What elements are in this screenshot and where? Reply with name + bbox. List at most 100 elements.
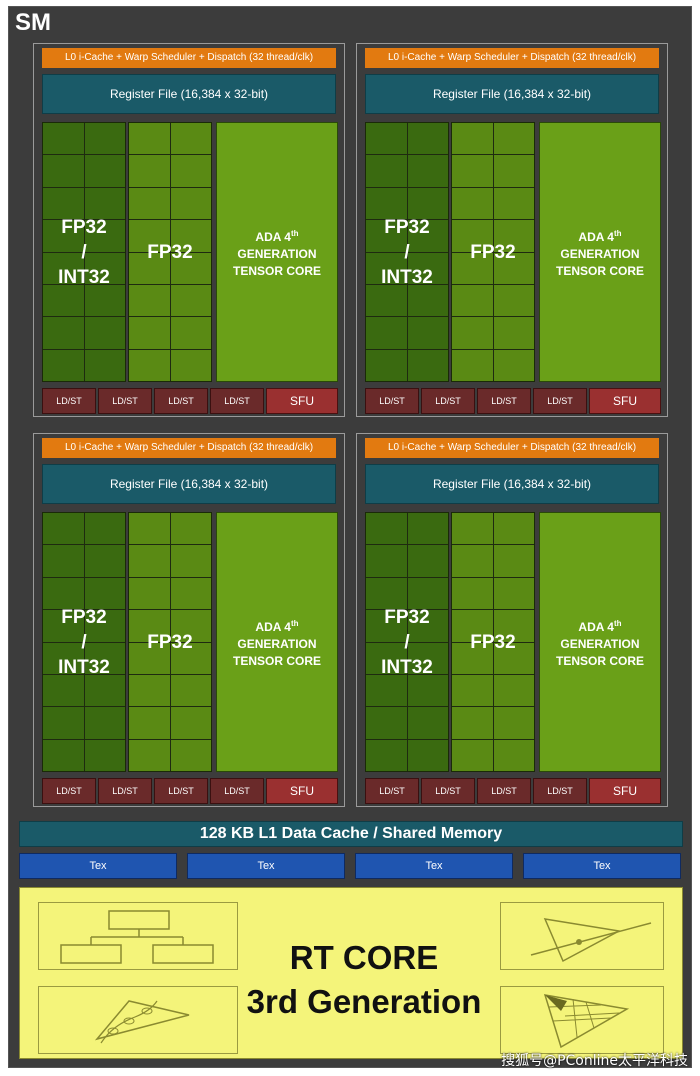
core-cell	[170, 252, 211, 284]
l0-cache-warp-scheduler: L0 i-Cache + Warp Scheduler + Dispatch (…	[42, 438, 336, 458]
tex-unit: Tex	[355, 853, 513, 879]
tensor-line2: GENERATION	[560, 246, 640, 261]
l0-cache-warp-scheduler: L0 i-Cache + Warp Scheduler + Dispatch (…	[42, 48, 336, 68]
core-cell	[129, 123, 170, 155]
core-cell	[366, 545, 407, 577]
ray-triangle-diagram	[500, 902, 664, 970]
core-cell	[129, 317, 170, 349]
core-cell	[407, 155, 448, 187]
ldst-unit: LD/ST	[154, 778, 208, 804]
core-cell	[84, 642, 125, 674]
core-cell	[366, 123, 407, 155]
rt-core-title: RT CORE 3rd Generation	[234, 936, 494, 1024]
core-cell	[366, 220, 407, 252]
fp32-core-grid	[451, 122, 535, 382]
core-cell	[366, 252, 407, 284]
core-cell	[366, 674, 407, 707]
fp32-int32-core-grid	[42, 512, 126, 772]
register-file: Register File (16,384 x 32-bit)	[42, 464, 336, 504]
core-cell	[84, 545, 125, 577]
ldst-unit: LD/ST	[154, 388, 208, 414]
core-cell	[129, 707, 170, 739]
tensor-line1: ADA 4	[578, 229, 614, 244]
core-cell	[129, 513, 170, 545]
ldst-unit: LD/ST	[421, 388, 475, 414]
core-cell	[170, 610, 211, 642]
core-cell	[43, 739, 84, 771]
core-cell	[493, 674, 534, 707]
tensor-line2: GENERATION	[237, 636, 317, 651]
core-cell	[84, 187, 125, 220]
tensor-line2: GENERATION	[237, 246, 317, 261]
core-cell	[43, 252, 84, 284]
core-cell	[452, 674, 493, 707]
load-store-units: LD/ST LD/ST LD/ST LD/ST SFU	[365, 388, 661, 414]
core-cell	[84, 349, 125, 381]
core-cell	[84, 739, 125, 771]
core-cell	[493, 739, 534, 771]
ldst-unit: LD/ST	[42, 388, 96, 414]
ldst-unit: LD/ST	[477, 388, 531, 414]
tensor-sup: th	[290, 618, 299, 628]
core-cell	[129, 545, 170, 577]
sfu-unit: SFU	[589, 778, 661, 804]
core-cell	[129, 610, 170, 642]
core-cell	[84, 220, 125, 252]
displaced-micromesh-diagram	[500, 986, 664, 1054]
core-cell	[366, 707, 407, 739]
sm-title: SM	[15, 9, 51, 36]
core-cell	[366, 317, 407, 349]
tensor-line3: TENSOR CORE	[232, 263, 321, 278]
core-cell	[84, 252, 125, 284]
core-cell	[407, 545, 448, 577]
core-cell	[129, 577, 170, 610]
core-cell	[493, 642, 534, 674]
core-cell	[493, 317, 534, 349]
core-cell	[493, 577, 534, 610]
l1-data-cache: 128 KB L1 Data Cache / Shared Memory	[19, 821, 683, 847]
core-cell	[407, 220, 448, 252]
core-cell	[84, 123, 125, 155]
core-cell	[170, 317, 211, 349]
core-cell	[170, 155, 211, 187]
core-cell	[43, 707, 84, 739]
core-cell	[43, 513, 84, 545]
core-cell	[493, 220, 534, 252]
rt-core-line1: RT CORE	[289, 939, 439, 976]
processing-partition: L0 i-Cache + Warp Scheduler + Dispatch (…	[33, 433, 345, 807]
core-cell	[493, 155, 534, 187]
core-cell	[452, 155, 493, 187]
core-cell	[170, 707, 211, 739]
core-cell	[43, 577, 84, 610]
core-cell	[43, 155, 84, 187]
load-store-units: LD/ST LD/ST LD/ST LD/ST SFU	[42, 778, 338, 804]
core-cell	[170, 284, 211, 317]
tensor-line1: ADA 4	[578, 619, 614, 634]
core-cell	[129, 642, 170, 674]
tensor-sup: th	[613, 228, 622, 238]
ldst-unit: LD/ST	[98, 778, 152, 804]
core-cell	[43, 674, 84, 707]
core-cell	[366, 284, 407, 317]
core-cell	[493, 284, 534, 317]
sfu-unit: SFU	[589, 388, 661, 414]
core-cell	[129, 284, 170, 317]
core-cell	[452, 220, 493, 252]
ldst-unit: LD/ST	[365, 778, 419, 804]
core-cell	[493, 610, 534, 642]
tensor-core: ADA 4th GENERATION TENSOR CORE	[216, 512, 338, 772]
core-cell	[129, 349, 170, 381]
core-cell	[84, 577, 125, 610]
core-cell	[43, 284, 84, 317]
core-cell	[129, 155, 170, 187]
core-cell	[43, 187, 84, 220]
bvh-tree-diagram	[38, 902, 238, 970]
ldst-unit: LD/ST	[533, 388, 587, 414]
core-cell	[407, 707, 448, 739]
core-cell	[84, 707, 125, 739]
core-cell	[366, 577, 407, 610]
fp32-int32-core-grid	[365, 122, 449, 382]
core-cell	[493, 349, 534, 381]
processing-partition: L0 i-Cache + Warp Scheduler + Dispatch (…	[356, 43, 668, 417]
core-cell	[493, 187, 534, 220]
